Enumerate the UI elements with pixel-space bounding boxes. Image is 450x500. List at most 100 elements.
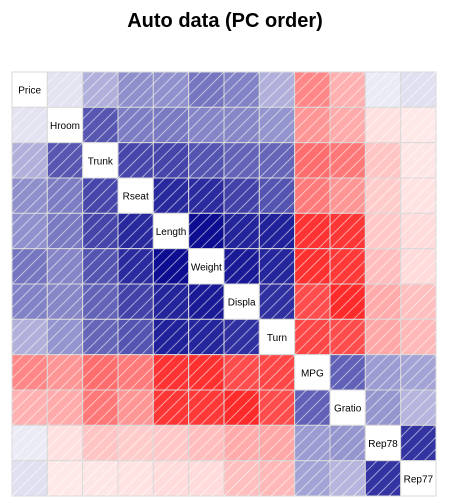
correlation-cell [188, 142, 225, 179]
correlation-cell [294, 248, 331, 285]
correlation-cell [364, 283, 402, 320]
hatch-lines [11, 318, 48, 356]
correlation-cell [82, 318, 119, 356]
correlation-cell [400, 177, 437, 214]
correlation-cell [400, 248, 437, 285]
correlation-cell [188, 71, 225, 108]
correlation-cell [364, 71, 402, 108]
diagonal-label-cell: Price [11, 71, 48, 108]
hatch-lines [46, 354, 84, 391]
correlation-cell [82, 248, 119, 285]
correlation-cell [258, 142, 296, 179]
correlation-cell [329, 283, 366, 320]
hatch-lines [400, 71, 437, 108]
hatch-lines [223, 248, 260, 285]
hatch-lines [364, 354, 402, 391]
correlation-cell [294, 106, 331, 144]
hatch-lines [329, 106, 366, 144]
correlation-cell [46, 212, 84, 250]
hatch-lines [46, 142, 84, 179]
correlation-cell [258, 283, 296, 320]
hatch-lines [11, 142, 48, 179]
correlation-cell [117, 71, 154, 108]
correlation-cell [294, 424, 331, 462]
correlation-cell [364, 142, 402, 179]
hatch-lines [223, 424, 260, 462]
correlation-cell [188, 106, 225, 144]
diagonal-label-cell: Rseat [117, 177, 154, 214]
hatch-lines [364, 318, 402, 356]
hatch-lines [329, 212, 366, 250]
correlation-cell [152, 177, 190, 214]
correlation-cell [188, 424, 225, 462]
chart-title: Auto data (PC order) [127, 10, 323, 32]
correlation-cell [223, 389, 260, 426]
hatch-lines [364, 177, 402, 214]
diagonal-cell-background [223, 283, 260, 320]
correlation-cell [82, 424, 119, 462]
hatch-lines [258, 142, 296, 179]
diagonal-label-cell: Turn [258, 318, 296, 356]
hatch-lines [294, 424, 331, 462]
hatch-lines [11, 354, 48, 391]
correlation-cell [329, 106, 366, 144]
variable-label: Turn [267, 333, 287, 344]
correlation-cell [294, 389, 331, 426]
correlation-cell [294, 71, 331, 108]
hatch-lines [82, 318, 119, 356]
correlation-cell [188, 283, 225, 320]
correlation-cell [364, 212, 402, 250]
hatch-lines [258, 460, 296, 497]
correlation-cell [11, 354, 48, 391]
variable-label: Weight [191, 262, 222, 273]
hatch-lines [294, 283, 331, 320]
hatch-lines [11, 389, 48, 426]
correlation-cell [294, 318, 331, 356]
correlation-cell [11, 177, 48, 214]
correlation-cell [364, 106, 402, 144]
variable-label: Rep77 [404, 474, 434, 485]
diagonal-label-cell: Displa [223, 283, 260, 320]
hatch-lines [258, 283, 296, 320]
hatch-lines [294, 460, 331, 497]
variable-label: Length [156, 227, 187, 238]
correlation-cell [400, 212, 437, 250]
hatch-lines [223, 318, 260, 356]
correlation-cell [46, 460, 84, 497]
correlation-cell [117, 460, 154, 497]
hatch-lines [11, 424, 48, 462]
hatch-lines [82, 212, 119, 250]
correlation-cell [117, 106, 154, 144]
correlation-cell [46, 177, 84, 214]
correlation-cell [400, 71, 437, 108]
hatch-lines [400, 177, 437, 214]
hatch-lines [223, 106, 260, 144]
correlation-cell [82, 354, 119, 391]
hatch-lines [400, 142, 437, 179]
hatch-lines [294, 389, 331, 426]
hatch-lines [258, 177, 296, 214]
hatch-lines [82, 389, 119, 426]
hatch-lines [258, 212, 296, 250]
hatch-lines [258, 106, 296, 144]
correlation-cell [117, 142, 154, 179]
correlation-cell [11, 283, 48, 320]
correlation-cell [400, 424, 437, 462]
correlation-cell [329, 71, 366, 108]
correlation-cell [258, 212, 296, 250]
hatch-lines [152, 318, 190, 356]
correlation-cell [329, 248, 366, 285]
correlation-cell [258, 177, 296, 214]
correlation-cell [223, 106, 260, 144]
hatch-lines [46, 177, 84, 214]
hatch-lines [294, 142, 331, 179]
correlation-cell [400, 106, 437, 144]
hatch-lines [364, 283, 402, 320]
hatch-lines [46, 424, 84, 462]
correlation-cell [364, 460, 402, 497]
correlation-cell [11, 142, 48, 179]
diagonal-label-cell: MPG [294, 354, 331, 391]
hatch-lines [82, 248, 119, 285]
correlation-cell [258, 354, 296, 391]
correlation-cell [82, 283, 119, 320]
